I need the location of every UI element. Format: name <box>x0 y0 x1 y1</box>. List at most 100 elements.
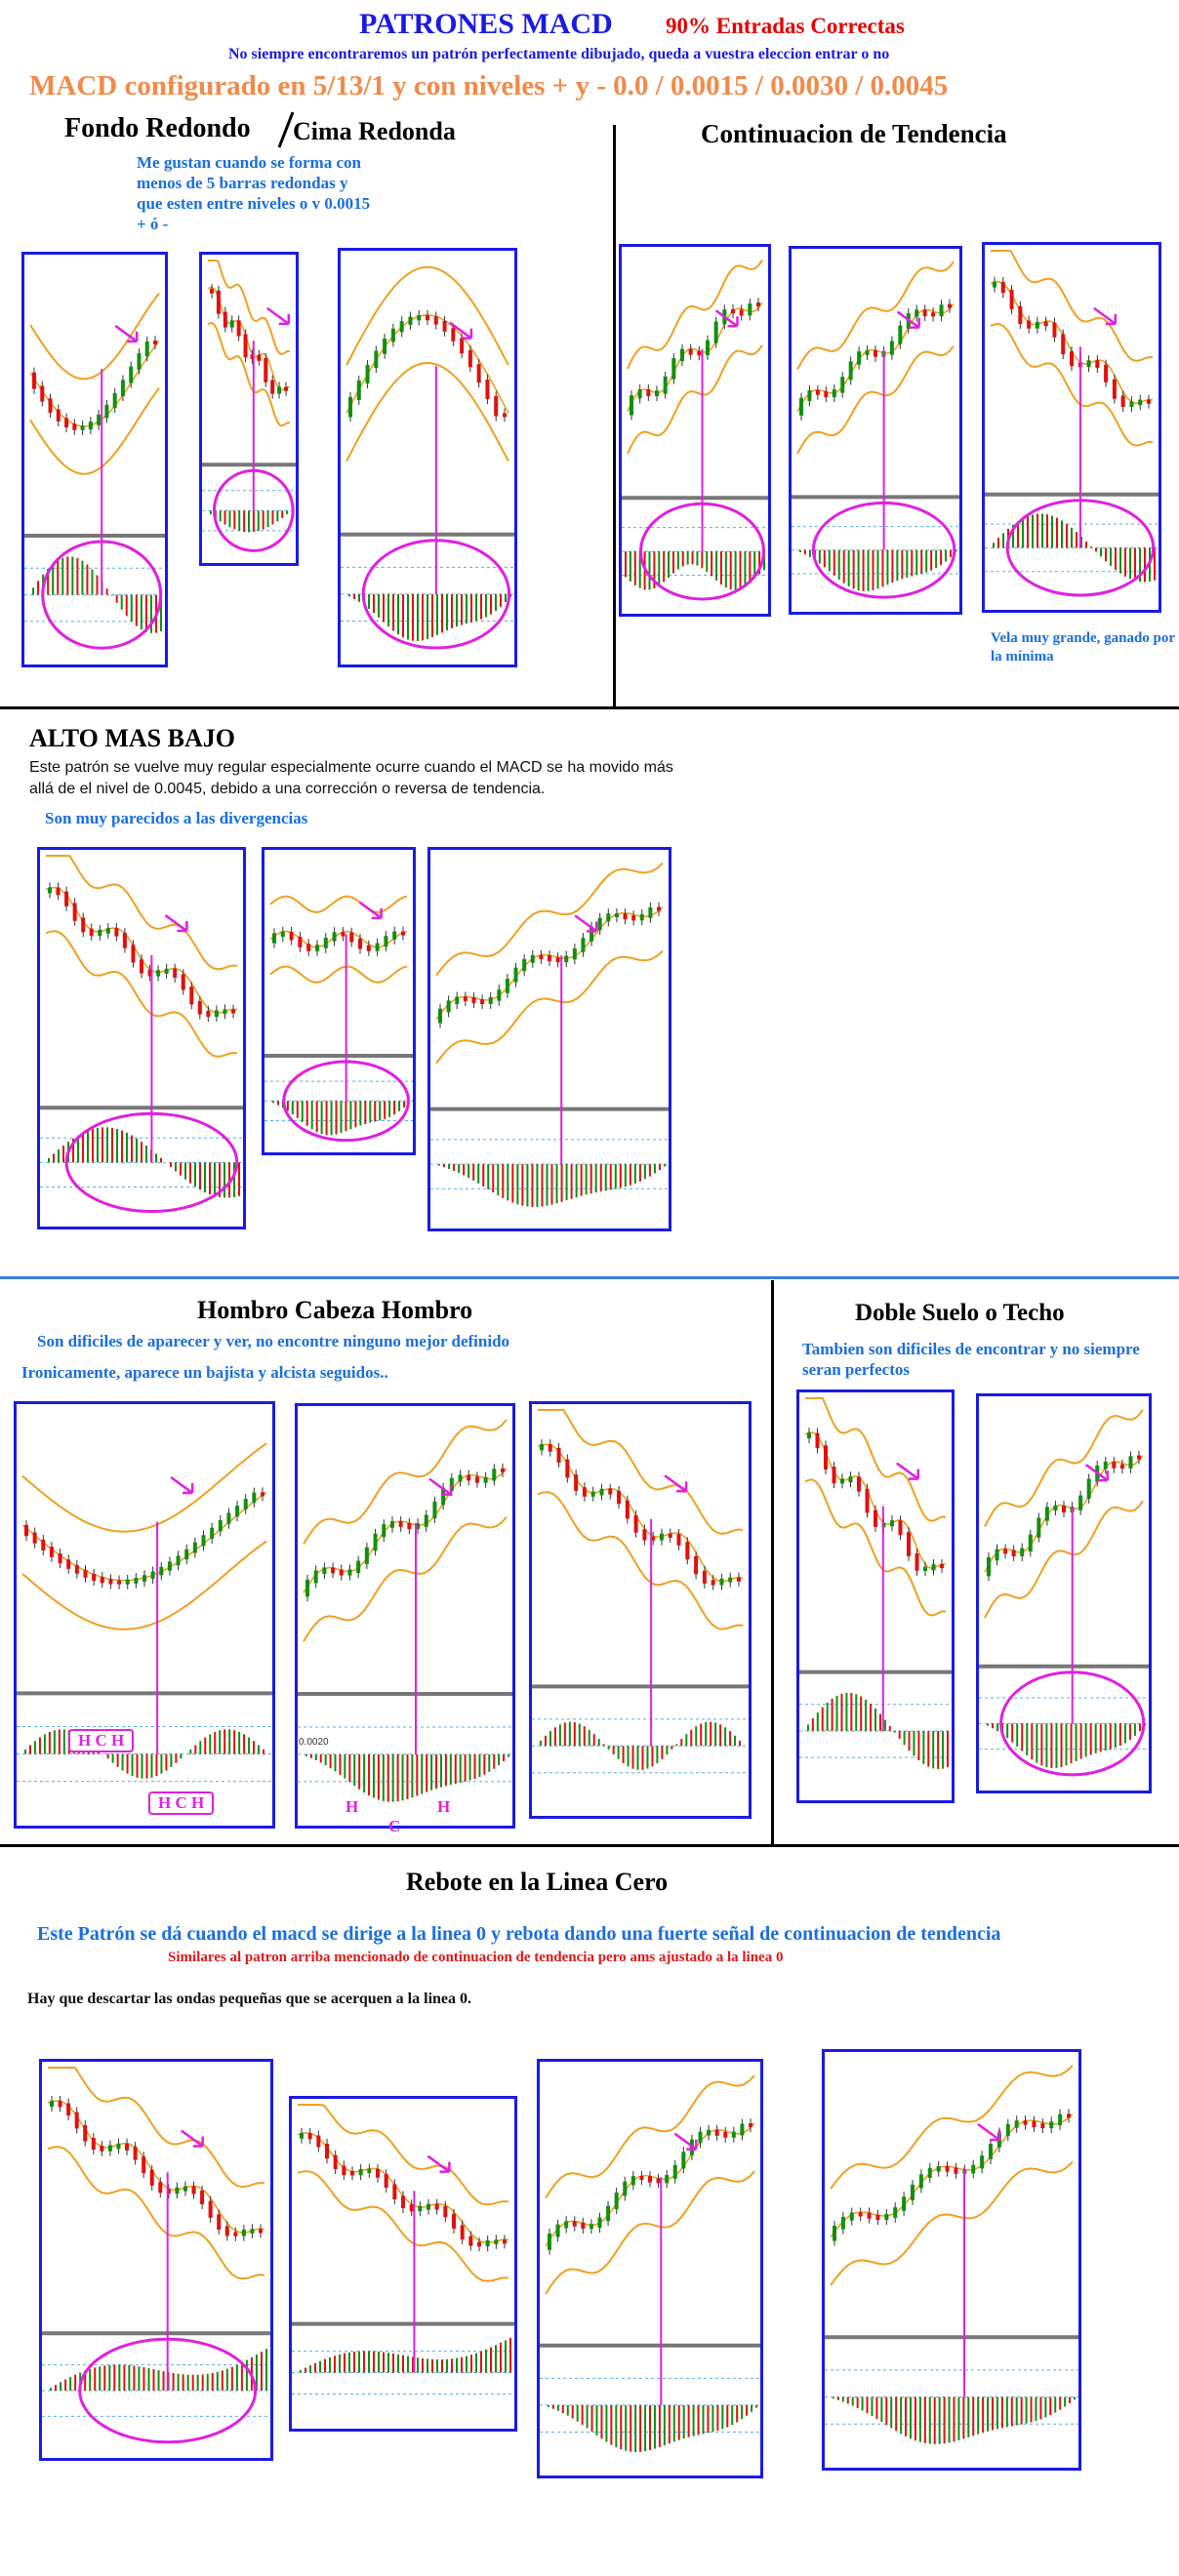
candle <box>857 1476 861 1492</box>
chart-doble-2 <box>976 1393 1152 1793</box>
candle <box>931 312 936 317</box>
candle <box>417 314 422 321</box>
candle <box>270 380 275 394</box>
candle <box>707 2129 711 2136</box>
bollinger-band-upper <box>298 2104 509 2206</box>
candle <box>252 1492 257 1503</box>
candle <box>582 1487 587 1497</box>
candle <box>756 302 760 307</box>
chart-alto-1 <box>37 847 246 1229</box>
candle <box>133 2147 138 2160</box>
candle <box>1112 1461 1117 1469</box>
candle <box>655 390 659 397</box>
candle <box>1052 322 1057 338</box>
candle <box>259 2229 263 2234</box>
candle <box>432 1501 437 1518</box>
bollinger-band-lower <box>990 322 1154 447</box>
candle <box>971 2164 976 2174</box>
candle <box>1058 2113 1063 2126</box>
candle <box>107 2145 112 2152</box>
candle <box>374 350 379 369</box>
candle <box>32 1532 37 1544</box>
candle <box>1061 334 1066 355</box>
candle <box>954 2167 958 2174</box>
candle <box>633 1515 638 1533</box>
candle <box>156 970 161 977</box>
bollinger-band-upper <box>545 2074 755 2199</box>
candle <box>210 1527 215 1539</box>
candle <box>530 954 535 963</box>
hch-label-c: C <box>388 1817 401 1835</box>
candle <box>728 1577 733 1583</box>
candle <box>407 1522 412 1530</box>
candle <box>433 316 438 325</box>
candle <box>92 1573 97 1582</box>
candle <box>441 1487 446 1506</box>
pattern-highlight-circle <box>811 501 956 599</box>
vertical-divider <box>613 125 616 706</box>
candle <box>347 1569 352 1576</box>
candle <box>902 2196 907 2211</box>
section-title-fondo-redondo: Fondo Redondo <box>64 113 251 143</box>
candle <box>663 376 668 394</box>
candle <box>608 1488 613 1495</box>
candle <box>434 2203 439 2210</box>
continuacion-note: Vela muy grande, ganado por la mínima <box>991 630 1175 664</box>
bollinger-band-upper <box>29 292 160 381</box>
candle <box>322 1567 327 1575</box>
candle <box>824 1445 828 1469</box>
candle <box>574 1474 579 1491</box>
candle <box>158 2182 163 2194</box>
candle <box>226 1512 231 1524</box>
candle <box>206 1010 211 1018</box>
candle <box>64 418 69 428</box>
candle <box>1040 2123 1045 2129</box>
bollinger-band-lower <box>830 2160 1074 2286</box>
candle <box>250 354 255 359</box>
candle <box>672 2164 677 2179</box>
candle <box>923 1566 927 1572</box>
section-title-hch: Hombro Cabeza Hombro <box>197 1296 473 1324</box>
candle <box>208 2200 213 2218</box>
signal-arrow-icon <box>574 914 598 933</box>
candle <box>739 309 744 316</box>
candle <box>449 1477 454 1492</box>
candle <box>548 2234 551 2250</box>
candle <box>191 2186 196 2194</box>
candle <box>468 2235 473 2246</box>
candle <box>164 968 169 975</box>
candle <box>315 945 319 951</box>
fondo-note: Me gustan cuando se forma con menos de 5… <box>137 153 371 233</box>
candle <box>945 2166 950 2172</box>
candle <box>233 2232 238 2236</box>
candle <box>737 1577 741 1582</box>
signal-arrow-icon <box>1093 306 1118 326</box>
candle <box>349 932 354 943</box>
candle <box>884 2214 889 2221</box>
candle <box>740 2123 745 2136</box>
candle <box>100 2146 104 2152</box>
bollinger-band-lower <box>627 344 763 455</box>
candle <box>907 1532 911 1556</box>
candle <box>231 1009 235 1014</box>
candle <box>714 2129 719 2136</box>
candle <box>366 945 371 951</box>
candle <box>458 1474 463 1482</box>
candle <box>41 1539 46 1550</box>
candle <box>356 380 361 400</box>
candle <box>840 2216 845 2230</box>
candle <box>350 2171 354 2176</box>
candle <box>581 2222 586 2230</box>
candle <box>485 2239 490 2247</box>
candle <box>40 385 45 402</box>
section-title-doble-suelo: Doble Suelo o Techo <box>855 1300 1065 1326</box>
bollinger-band-upper <box>805 1397 947 1522</box>
candle <box>501 1468 505 1472</box>
candle <box>460 2225 465 2240</box>
candle <box>122 932 127 948</box>
candle <box>214 1010 219 1018</box>
bollinger-band-lower <box>984 1500 1144 1619</box>
candle <box>50 2101 54 2108</box>
candle <box>323 938 328 948</box>
candle <box>548 955 551 962</box>
